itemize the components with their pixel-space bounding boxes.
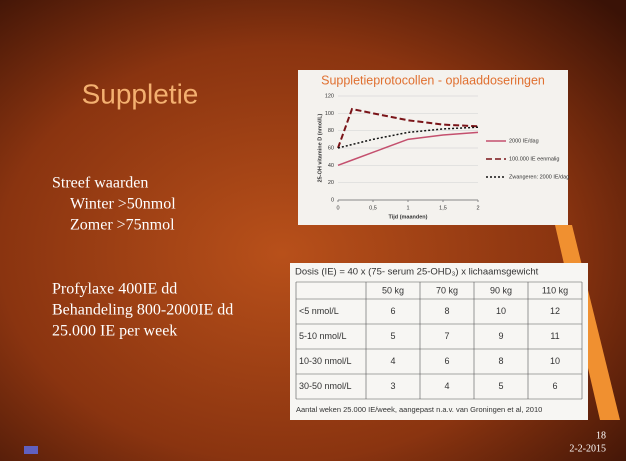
logo [24,446,38,454]
legend-label: 100.000 IE eenmalig [509,156,559,162]
body-text: Behandeling 800-2000IE dd [52,302,233,319]
y-tick-label: 80 [328,128,334,134]
series-line [337,131,479,167]
y-tick-label: 120 [325,93,334,99]
table-header: 50 kg [382,285,404,295]
series-line [337,126,479,149]
table-cell: 8 [498,356,503,366]
body-text: Streef waarden [52,175,148,192]
table-cell: 8 [444,306,449,316]
table-cell: 6 [390,306,395,316]
x-tick-label: 1,5 [439,205,447,211]
table-header: 90 kg [490,285,512,295]
table-image [290,263,588,420]
table-cell: 10-30 nmol/L [299,356,352,366]
table-cell: 10 [550,356,560,366]
table-cell: 12 [550,306,560,316]
table-cell: 4 [444,381,449,391]
x-tick-label: 0,5 [369,205,377,211]
table-cell: 5-10 nmol/L [299,331,347,341]
x-tick-label: 2 [476,205,479,211]
table-cell: 5 [390,331,395,341]
body-text: 25.000 IE per week [52,323,177,340]
table-cell: 9 [498,331,503,341]
table-caption: Dosis (IE) = 40 x (75- serum 25-OHD₃) x … [295,267,539,278]
table-cell: 5 [498,381,503,391]
legend-label: Zwangeren: 2000 IE/dag [509,174,569,180]
table-cell: 11 [550,331,559,341]
table-cell: 30-50 nmol/L [299,381,352,391]
series-line [337,107,479,149]
y-tick-label: 60 [328,145,334,151]
table-cell: <5 nmol/L [299,306,339,316]
date: 2-2-2015 [569,443,606,454]
table-cell: 4 [390,356,395,366]
legend-label: 2000 IE/dag [509,138,539,144]
y-tick-label: 0 [331,197,334,203]
table-cell: 10 [496,306,506,316]
table-cell: 6 [444,356,449,366]
body-text: Zomer >75nmol [70,217,175,234]
x-tick-label: 0 [336,205,339,211]
y-tick-label: 20 [328,180,334,186]
table-header: 70 kg [436,285,458,295]
body-text: Winter >50nmol [70,196,176,213]
table-cell: 3 [390,381,395,391]
y-axis-label: 25-OH vitamine D (nmol/L) [317,113,323,182]
table-header: 110 kg [542,285,568,295]
y-tick-label: 100 [325,111,334,117]
table-footnote: Aantal weken 25.000 IE/week, aangepast n… [296,405,542,414]
x-axis-label: Tijd (maanden) [388,214,427,220]
table-cell: 7 [444,331,449,341]
table-cell: 6 [552,381,557,391]
slide-number: 18 [596,430,606,441]
chart-title: Suppletieprotocollen - oplaaddoseringen [321,73,545,87]
slide-title: Suppletie [82,78,199,109]
x-tick-label: 1 [406,205,409,211]
body-text: Profylaxe 400IE dd [52,281,177,298]
y-tick-label: 40 [328,163,334,169]
